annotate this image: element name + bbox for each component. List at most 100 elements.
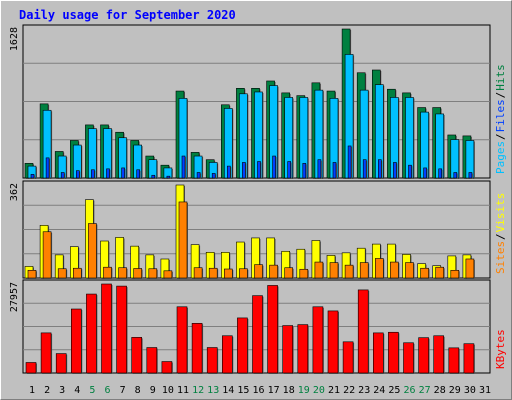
x-axis-labels: 1 2 3 4 5 6 7 8 9 10 11 12 13 14 15 16 17 18 19 20 21 22 23 24 2… <box>29 385 491 396</box>
bar-sites-day-4 <box>73 267 82 279</box>
bar-sites-day-18 <box>284 267 294 279</box>
legend-hits-files-pages: Pages/Files/Hits <box>494 64 507 174</box>
x-tick-label: 29 <box>449 385 461 396</box>
x-tick-label: 8 <box>135 385 141 396</box>
bar-pages-day-14 <box>227 165 231 179</box>
bar-sites-day-27 <box>420 267 429 279</box>
x-tick-label: 7 <box>120 385 126 396</box>
bar-kbytes-day-29 <box>448 347 460 374</box>
x-tick-label: 20 <box>313 385 325 396</box>
bar-sites-day-14 <box>224 268 233 279</box>
bar-kbytes-day-18 <box>282 325 294 374</box>
bar-sites-day-10 <box>163 270 173 279</box>
bar-pages-day-15 <box>242 162 246 179</box>
bar-pages-day-30 <box>468 172 473 179</box>
bar-kbytes-day-27 <box>418 337 429 374</box>
bar-sites-day-30 <box>465 258 475 279</box>
x-tick-label: 9 <box>150 385 156 396</box>
x-tick-label: 14 <box>222 385 234 396</box>
bar-sites-day-28 <box>435 266 445 279</box>
x-tick-label: 30 <box>464 385 476 396</box>
x-tick-label: 3 <box>59 385 65 396</box>
bar-kbytes-day-12 <box>191 323 203 374</box>
legend-visits-sites: Sites/Visits <box>494 193 507 274</box>
bar-pages-day-16 <box>257 161 261 179</box>
bar-kbytes-day-4 <box>71 308 82 374</box>
bar-kbytes-day-9 <box>146 347 158 374</box>
bar-kbytes-day-21 <box>327 310 339 374</box>
x-tick-label: 21 <box>328 385 340 396</box>
legend-item: Pages <box>494 141 507 174</box>
bar-pages-day-28 <box>438 168 443 179</box>
bar-pages-day-22 <box>347 145 352 179</box>
y-max-label-visits-sites: 362 <box>9 183 20 201</box>
bar-kbytes-day-17 <box>267 285 278 374</box>
bar-pages-day-26 <box>408 164 412 179</box>
x-tick-label: 15 <box>237 385 249 396</box>
x-tick-label: 10 <box>162 385 174 396</box>
bar-kbytes-day-16 <box>252 295 263 374</box>
bar-sites-day-21 <box>329 262 339 279</box>
bar-sites-day-20 <box>314 261 324 279</box>
bar-pages-day-19 <box>302 163 307 179</box>
legend-item: KBytes <box>494 329 507 369</box>
bar-sites-day-26 <box>405 262 414 279</box>
bar-pages-day-17 <box>272 155 276 179</box>
x-tick-label: 23 <box>358 385 370 396</box>
bar-pages-day-9 <box>151 174 156 179</box>
legend-item: Hits <box>494 64 507 91</box>
bar-pages-day-20 <box>317 159 322 179</box>
x-tick-label: 22 <box>343 385 355 396</box>
x-tick-label: 25 <box>388 385 400 396</box>
x-tick-label: 13 <box>207 385 219 396</box>
x-tick-label: 28 <box>434 385 446 396</box>
bar-pages-day-4 <box>76 170 80 179</box>
bar-pages-day-13 <box>211 173 216 179</box>
bar-pages-day-3 <box>60 172 65 179</box>
bar-sites-day-15 <box>239 268 248 279</box>
bar-pages-day-24 <box>377 159 382 179</box>
bar-sites-day-2 <box>42 231 52 279</box>
bar-files-day-28 <box>435 113 445 179</box>
x-tick-label: 12 <box>192 385 204 396</box>
bar-pages-day-25 <box>393 162 397 179</box>
bar-sites-day-22 <box>344 264 354 279</box>
legend-item: Visits <box>494 193 507 233</box>
bar-kbytes-day-3 <box>55 353 67 374</box>
bar-kbytes-day-30 <box>463 343 475 374</box>
bar-kbytes-day-15 <box>237 317 248 374</box>
x-tick-label: 1 <box>29 385 35 396</box>
bar-pages-day-6 <box>106 168 110 179</box>
bar-kbytes-day-26 <box>403 342 414 374</box>
legend-item: / <box>494 133 507 140</box>
x-tick-label: 31 <box>479 385 491 396</box>
x-tick-label: 6 <box>104 385 110 396</box>
bar-kbytes-day-22 <box>342 341 354 374</box>
bar-pages-day-11 <box>181 155 186 179</box>
bar-kbytes-day-8 <box>131 337 142 374</box>
bar-sites-day-12 <box>193 267 203 279</box>
chart-panels: 1628Pages/Files/Hits362Sites/Visits27957… <box>9 24 507 374</box>
bar-kbytes-day-19 <box>297 324 309 374</box>
bar-sites-day-7 <box>118 267 127 279</box>
bar-pages-day-5 <box>91 169 95 179</box>
chart-title: Daily usage for September 2020 <box>19 8 236 22</box>
bar-kbytes-day-24 <box>372 332 384 374</box>
bar-sites-day-25 <box>390 261 399 279</box>
legend-item: Sites <box>494 241 507 274</box>
bar-pages-day-7 <box>121 167 125 179</box>
x-tick-label: 4 <box>74 385 80 396</box>
bar-pages-day-2 <box>45 157 50 179</box>
bar-sites-day-19 <box>299 268 309 279</box>
bar-sites-day-9 <box>148 268 158 279</box>
bar-kbytes-day-13 <box>206 347 218 374</box>
bar-kbytes-day-11 <box>176 306 188 374</box>
bar-pages-day-10 <box>166 175 171 179</box>
bar-sites-day-1 <box>27 269 37 279</box>
bar-pages-day-27 <box>423 167 427 179</box>
panel-visits-sites: 362 Sites/Visits <box>9 180 507 279</box>
bar-kbytes-day-14 <box>222 335 233 374</box>
bar-kbytes-day-20 <box>312 306 324 374</box>
x-tick-label: 16 <box>252 385 264 396</box>
bar-pages-day-18 <box>287 161 292 179</box>
